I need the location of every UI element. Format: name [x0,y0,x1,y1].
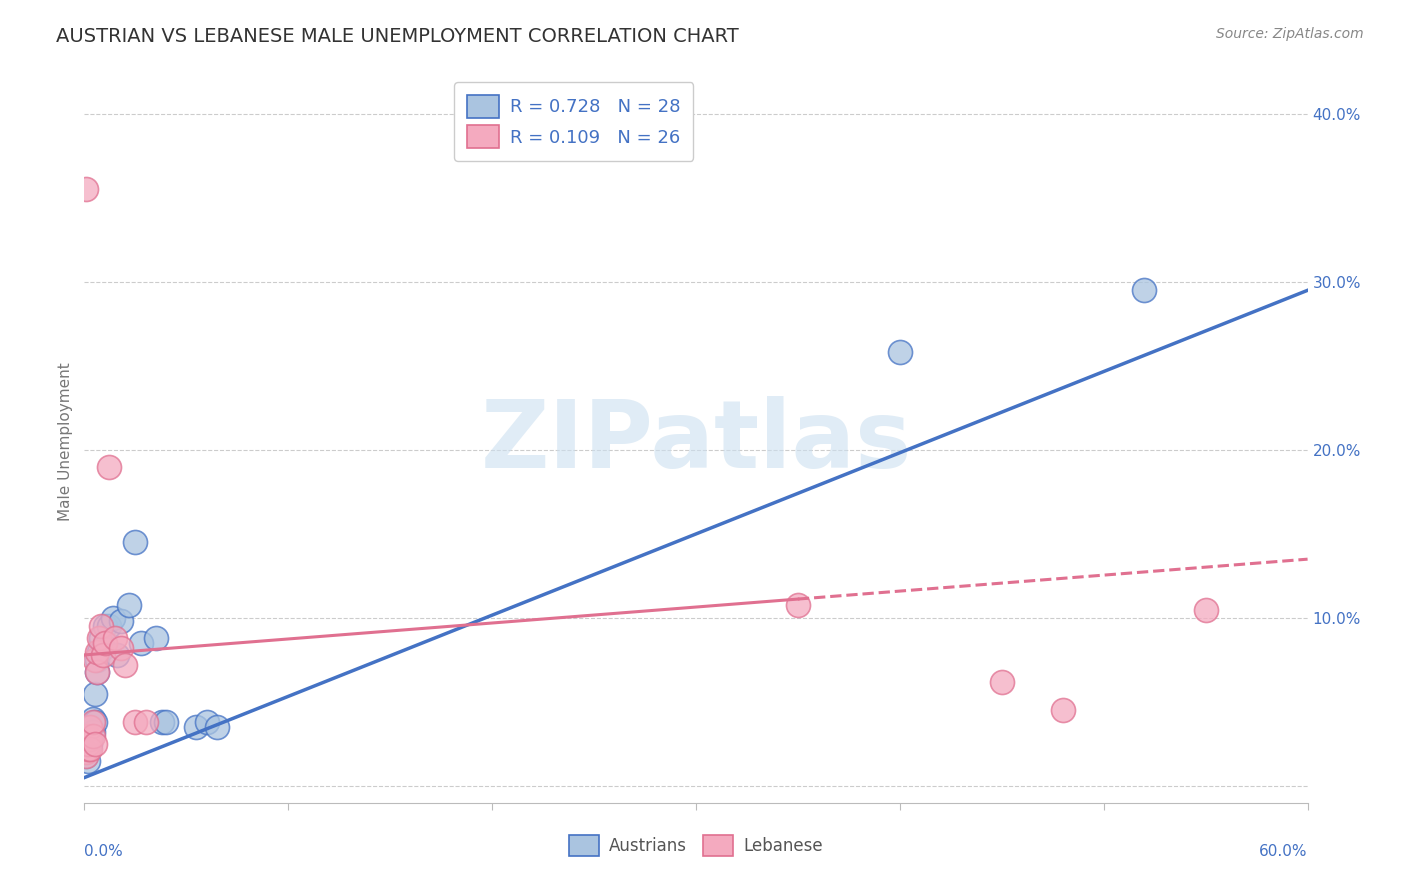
Point [124,535,146,549]
Point [97,459,120,474]
Point [77,754,100,768]
Point [91,648,114,662]
Point [83,653,105,667]
Point [87,644,110,658]
Point [77,729,100,743]
Point [82,712,104,726]
Point [75,737,97,751]
Point [86,665,108,679]
Point [75,748,97,763]
Point [155,715,177,730]
Text: AUSTRIAN VS LEBANESE MALE UNEMPLOYMENT CORRELATION CHART: AUSTRIAN VS LEBANESE MALE UNEMPLOYMENT C… [56,27,740,45]
Point [104,631,127,645]
Point [79,731,101,746]
Y-axis label: Male Unemployment: Male Unemployment [58,362,73,521]
Point [787,598,810,612]
Point [87,631,110,645]
Point [114,658,136,673]
Point [86,665,108,679]
Point [83,737,105,751]
Text: Source: ZipAtlas.com: Source: ZipAtlas.com [1216,27,1364,41]
Point [79,720,101,734]
Point [79,731,101,746]
Point [145,631,167,645]
Point [1195,602,1218,616]
Point [150,715,173,730]
Point [93,619,115,633]
Point [105,648,128,662]
Point [75,737,97,751]
Point [75,745,97,759]
Point [77,737,100,751]
Point [91,641,114,656]
Point [79,742,101,756]
Point [83,687,105,701]
Point [75,748,97,763]
Point [83,715,105,730]
Point [82,725,104,739]
Point [77,742,100,756]
Point [97,619,120,633]
Point [101,611,124,625]
Point [90,631,112,645]
Point [991,674,1014,689]
Point [889,345,911,359]
Point [82,729,104,743]
Point [90,619,112,633]
Point [86,653,108,667]
Text: 60.0%: 60.0% [1260,845,1308,860]
Point [1133,283,1156,297]
Point [110,641,132,656]
Point [86,644,108,658]
Point [1052,703,1074,717]
Point [82,715,104,730]
Point [75,182,97,196]
Point [195,715,218,730]
Point [79,737,101,751]
Legend: Austrians, Lebanese: Austrians, Lebanese [562,829,830,863]
Point [186,720,208,734]
Point [118,598,141,612]
Point [110,615,132,629]
Point [79,720,101,734]
Point [124,715,146,730]
Text: ZIPatlas: ZIPatlas [481,395,911,488]
Point [77,729,100,743]
Point [93,636,115,650]
Point [135,715,157,730]
Text: 0.0%: 0.0% [84,845,124,860]
Point [75,745,97,759]
Point [205,720,228,734]
Point [77,742,100,756]
Point [131,636,153,650]
